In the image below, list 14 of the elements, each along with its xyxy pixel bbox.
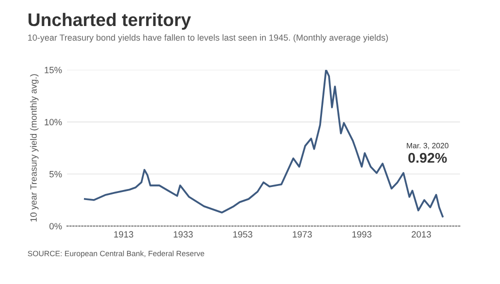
y-axis-title: 10 year Treasury yield (monthly avg.) xyxy=(30,74,39,222)
x-tick-label: 1993 xyxy=(352,231,372,238)
annotation: 0.92% xyxy=(408,152,447,163)
x-tick-label: 1953 xyxy=(233,231,252,238)
y-tick-label: 0% xyxy=(49,223,62,230)
x-tick-label: 1973 xyxy=(292,231,312,238)
x-tick-label: 2013 xyxy=(412,231,431,238)
chart-subtitle: 10-year Treasury bond yields have fallen to levels last seen in 1945. (Monthly average yields) xyxy=(28,34,388,42)
x-tick-label: 1913 xyxy=(114,231,134,238)
chart-title: Uncharted territory xyxy=(28,12,191,30)
x-tick-label: 1933 xyxy=(174,231,193,238)
y-tick-label: 15% xyxy=(44,66,62,74)
y-tick-label: 10% xyxy=(44,118,62,126)
y-tick-label: 5% xyxy=(49,171,62,178)
